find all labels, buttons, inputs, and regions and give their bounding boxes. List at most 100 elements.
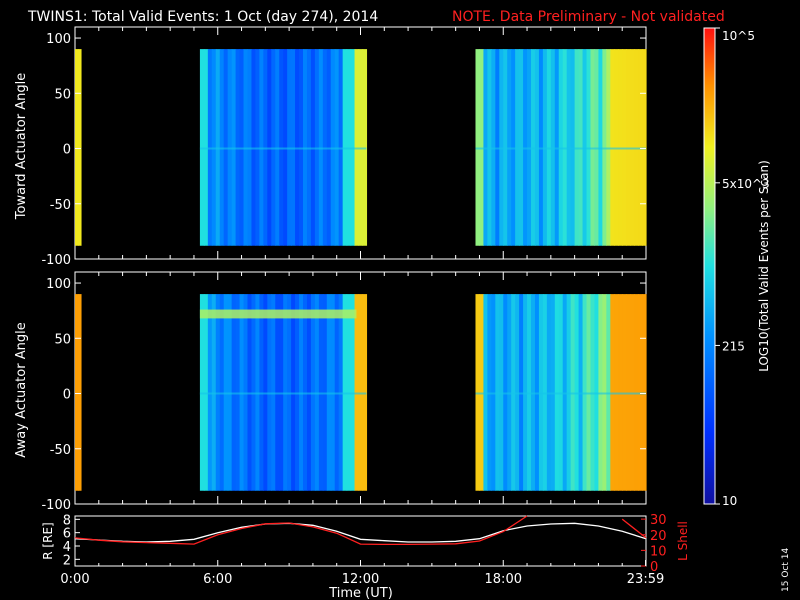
colorbar: 10 215 5x10^3 10^5 LOG10(Total Valid Events…	[703, 27, 771, 508]
heatmap-cell	[570, 49, 576, 246]
heatmap-cell	[283, 294, 288, 491]
heatmap-cell	[314, 294, 320, 491]
heatmap-cell	[523, 294, 528, 491]
heatmap-cell	[475, 49, 481, 246]
y-tick-label: 50	[54, 87, 71, 102]
heatmap-cell	[247, 49, 253, 246]
heatmap-cell	[275, 49, 280, 246]
heatmap-cell	[263, 49, 268, 246]
heatmap-cell	[527, 294, 532, 491]
heatmap-cell	[211, 294, 217, 491]
heatmap-cell	[542, 294, 548, 491]
heatmap-cell	[487, 49, 492, 246]
heatmap-cell	[310, 294, 316, 491]
heatmap-cell	[562, 294, 568, 491]
heatmap-cell	[354, 49, 360, 246]
heatmap-cell	[330, 49, 336, 246]
y-tick-label: -50	[50, 198, 71, 213]
heatmap-cell	[287, 49, 292, 246]
heatmap-cell	[594, 294, 600, 491]
heatmap-cell	[558, 294, 564, 491]
colorbar-label: LOG10(Total Valid Events per Scan)	[757, 160, 771, 372]
orbit-x-tick-label: 0:00	[60, 572, 89, 587]
heatmap-cell	[503, 49, 508, 246]
heatmap-cell	[531, 294, 536, 491]
heatmap-cell	[207, 294, 213, 491]
heatmap-cell	[227, 49, 233, 246]
orbit-series-line	[74, 522, 647, 543]
toward-panel: 100 50 0 -50 -100 Toward Actuator Angle	[14, 26, 647, 268]
heatmap-cell	[303, 294, 308, 491]
heatmap-cell	[638, 49, 643, 246]
heatmap-cell	[499, 49, 504, 246]
heatmap-cell	[538, 294, 544, 491]
heatmap-cell	[342, 49, 348, 246]
heatmap-cell	[299, 49, 304, 246]
heatmap-cell	[322, 294, 328, 491]
heatmap-cell	[219, 294, 225, 491]
heatmap-cell	[318, 49, 324, 246]
heatmap-cell	[263, 294, 268, 491]
orbit-tick-label-right: 10	[650, 544, 667, 559]
away-ylabel: Away Actuator Angle	[14, 322, 29, 457]
y-tick-label: 50	[54, 332, 71, 347]
heatmap-cell	[75, 49, 79, 246]
heatmap-cell	[630, 294, 635, 491]
heatmap-cell	[199, 49, 205, 246]
away-heatmap	[75, 294, 647, 491]
heatmap-cell	[235, 294, 241, 491]
heatmap-cell	[322, 49, 328, 246]
heatmap-cell	[491, 49, 496, 246]
heatmap-cell	[255, 49, 260, 246]
heatmap-cell	[602, 49, 607, 246]
heatmap-cell	[566, 294, 572, 491]
heatmap-cell	[243, 49, 249, 246]
heatmap-cell	[523, 49, 528, 246]
heatmap-cell	[515, 49, 520, 246]
heatmap-cell	[483, 49, 488, 246]
heatmap-cell	[318, 294, 324, 491]
heatmap-cell	[554, 49, 560, 246]
heatmap-cell	[283, 49, 288, 246]
heatmap-cell	[534, 49, 540, 246]
heatmap-cell	[350, 49, 356, 246]
heatmap-cell	[630, 49, 635, 246]
y-tick-label: 0	[63, 143, 71, 158]
orbit-ylabel-left: R [RE]	[41, 522, 55, 559]
heatmap-cell	[358, 294, 364, 491]
heatmap-cell	[295, 294, 300, 491]
heatmap-cell	[634, 294, 639, 491]
heatmap-cell	[578, 294, 584, 491]
orbit-tick-label-left: 6	[63, 527, 71, 542]
heatmap-cell	[507, 49, 512, 246]
heatmap-cell	[251, 294, 257, 491]
heatmap-cell	[594, 49, 600, 246]
heatmap-cell	[219, 49, 225, 246]
heatmap-cell	[271, 294, 276, 491]
heatmap-cell	[598, 49, 603, 246]
heatmap-cell	[223, 49, 229, 246]
heatmap-cell	[334, 49, 340, 246]
away-y-ticks: 100 50 0 -50 -100	[41, 272, 647, 513]
heatmap-cell	[634, 49, 639, 246]
heatmap-cell	[75, 294, 79, 491]
heatmap-cell	[515, 294, 520, 491]
heatmap-cell	[227, 294, 233, 491]
y-tick-label: -100	[41, 498, 71, 513]
heatmap-cell	[314, 49, 320, 246]
orbit-x-tick-label: 18:00	[485, 572, 522, 587]
colorbar-tick-label: 5x10^3	[722, 177, 770, 191]
heatmap-cell	[590, 49, 596, 246]
heatmap-cell	[350, 294, 356, 491]
heatmap-cell	[338, 49, 344, 246]
heatmap-cell	[358, 49, 364, 246]
heatmap-cell	[570, 294, 576, 491]
heatmap-cell	[534, 294, 540, 491]
heatmap-cell	[267, 294, 272, 491]
heatmap-cell	[231, 49, 237, 246]
heatmap-cell	[590, 294, 596, 491]
heatmap-cell	[642, 49, 647, 246]
heatmap-cell	[215, 49, 221, 246]
